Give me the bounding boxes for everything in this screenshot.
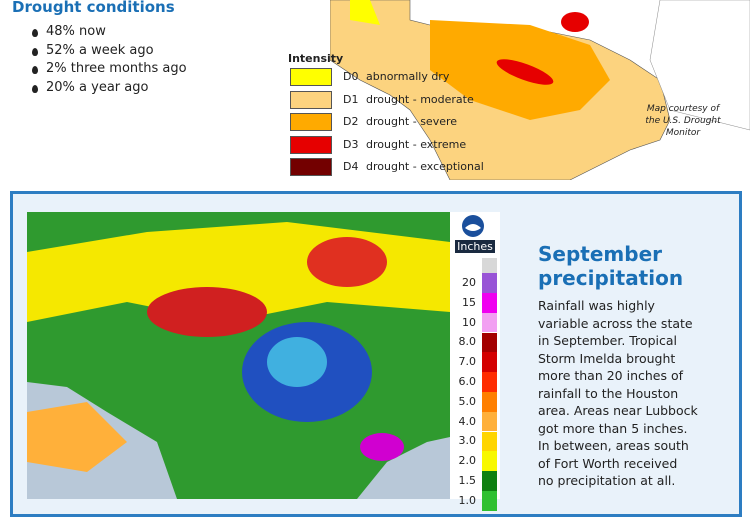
intensity-code: D0 xyxy=(343,70,359,83)
scale-label: 1.0 xyxy=(458,493,477,507)
section-text: In between, areas south xyxy=(538,438,689,453)
scale-swatch xyxy=(482,431,497,452)
section-text: variable across the state xyxy=(538,315,693,331)
scale-label: 4.0 xyxy=(458,414,477,428)
intensity-label: abnormally dry xyxy=(366,70,450,83)
drought-map xyxy=(330,0,750,180)
intensity-code: D2 xyxy=(343,115,359,128)
intensity-title: Intensity xyxy=(288,52,344,65)
drought-item: 20% a year ago xyxy=(46,79,149,95)
scale-swatch xyxy=(482,352,497,373)
scale-label: 7.0 xyxy=(458,355,477,369)
intensity-swatch xyxy=(290,68,332,86)
section-text: got more than 5 inches. xyxy=(538,420,688,436)
drought-item: 52% a week ago xyxy=(46,42,154,58)
scale-swatch xyxy=(482,273,497,293)
scale-label: 10 xyxy=(462,315,476,329)
scale-swatch xyxy=(482,451,497,472)
intensity-code: D4 xyxy=(343,160,359,173)
intensity-label: drought - severe xyxy=(366,115,458,128)
section-text: no precipitation at all. xyxy=(538,473,676,488)
intensity-swatch xyxy=(290,135,332,154)
map-credit: Monitor xyxy=(665,128,701,138)
scale-label: 15 xyxy=(462,295,476,309)
intensity-swatch xyxy=(290,158,332,176)
scale-label: 20 xyxy=(462,276,476,289)
scale-swatch xyxy=(482,391,497,412)
section-text: rainfall to the Houston xyxy=(538,385,679,401)
page: Drought conditions Inches (() => { const… xyxy=(10,0,750,517)
scale-unit: Inches xyxy=(455,240,495,253)
bullet-icon xyxy=(32,84,38,93)
scale-top xyxy=(482,258,497,274)
section-text: Storm Imelda brought xyxy=(538,350,676,366)
scale-label: 5.0 xyxy=(458,394,477,408)
section-text: in September. Tropical xyxy=(538,333,677,348)
scale-swatch xyxy=(482,372,497,392)
section-title: September xyxy=(538,242,662,266)
scale-swatch xyxy=(482,332,497,353)
scale-swatch xyxy=(482,312,497,333)
bullet-icon xyxy=(32,47,38,56)
precip-map xyxy=(27,212,450,499)
scale-label: 6.0 xyxy=(458,375,477,388)
intensity-label: drought - moderate xyxy=(366,92,474,106)
intensity-swatch xyxy=(290,113,332,131)
scale-label: 1.5 xyxy=(458,474,477,487)
map-credit: the U.S. Drought xyxy=(645,116,721,126)
intensity-code: D3 xyxy=(343,137,359,151)
map-credit: Map courtesy of xyxy=(646,104,720,114)
scale-swatch xyxy=(482,490,497,511)
drought-item: 2% three months ago xyxy=(46,61,187,76)
intensity-code: D1 xyxy=(343,92,359,106)
scale-label: 2.0 xyxy=(458,454,477,468)
bullet-icon xyxy=(32,66,38,74)
scale-swatch xyxy=(482,471,497,491)
section-text: area. Areas near Lubbock xyxy=(538,403,698,418)
bullet-icon xyxy=(32,29,38,37)
intensity-swatch xyxy=(290,90,332,109)
scale-label: 3.0 xyxy=(458,434,477,448)
scale-label: 8.0 xyxy=(458,335,477,349)
drought-title: Drought conditions xyxy=(12,0,175,16)
section-text: more than 20 inches of xyxy=(538,368,684,383)
section-title: precipitation xyxy=(538,266,684,290)
noaa-logo xyxy=(462,215,484,237)
section-text: Rainfall was highly xyxy=(538,298,655,313)
scale-swatch xyxy=(482,411,497,432)
intensity-label: drought - extreme xyxy=(366,137,467,151)
section-text: of Fort Worth received xyxy=(538,455,678,471)
drought-item: 48% now xyxy=(46,24,106,39)
intensity-label: drought - exceptional xyxy=(366,160,484,173)
scale-swatch xyxy=(482,292,497,313)
